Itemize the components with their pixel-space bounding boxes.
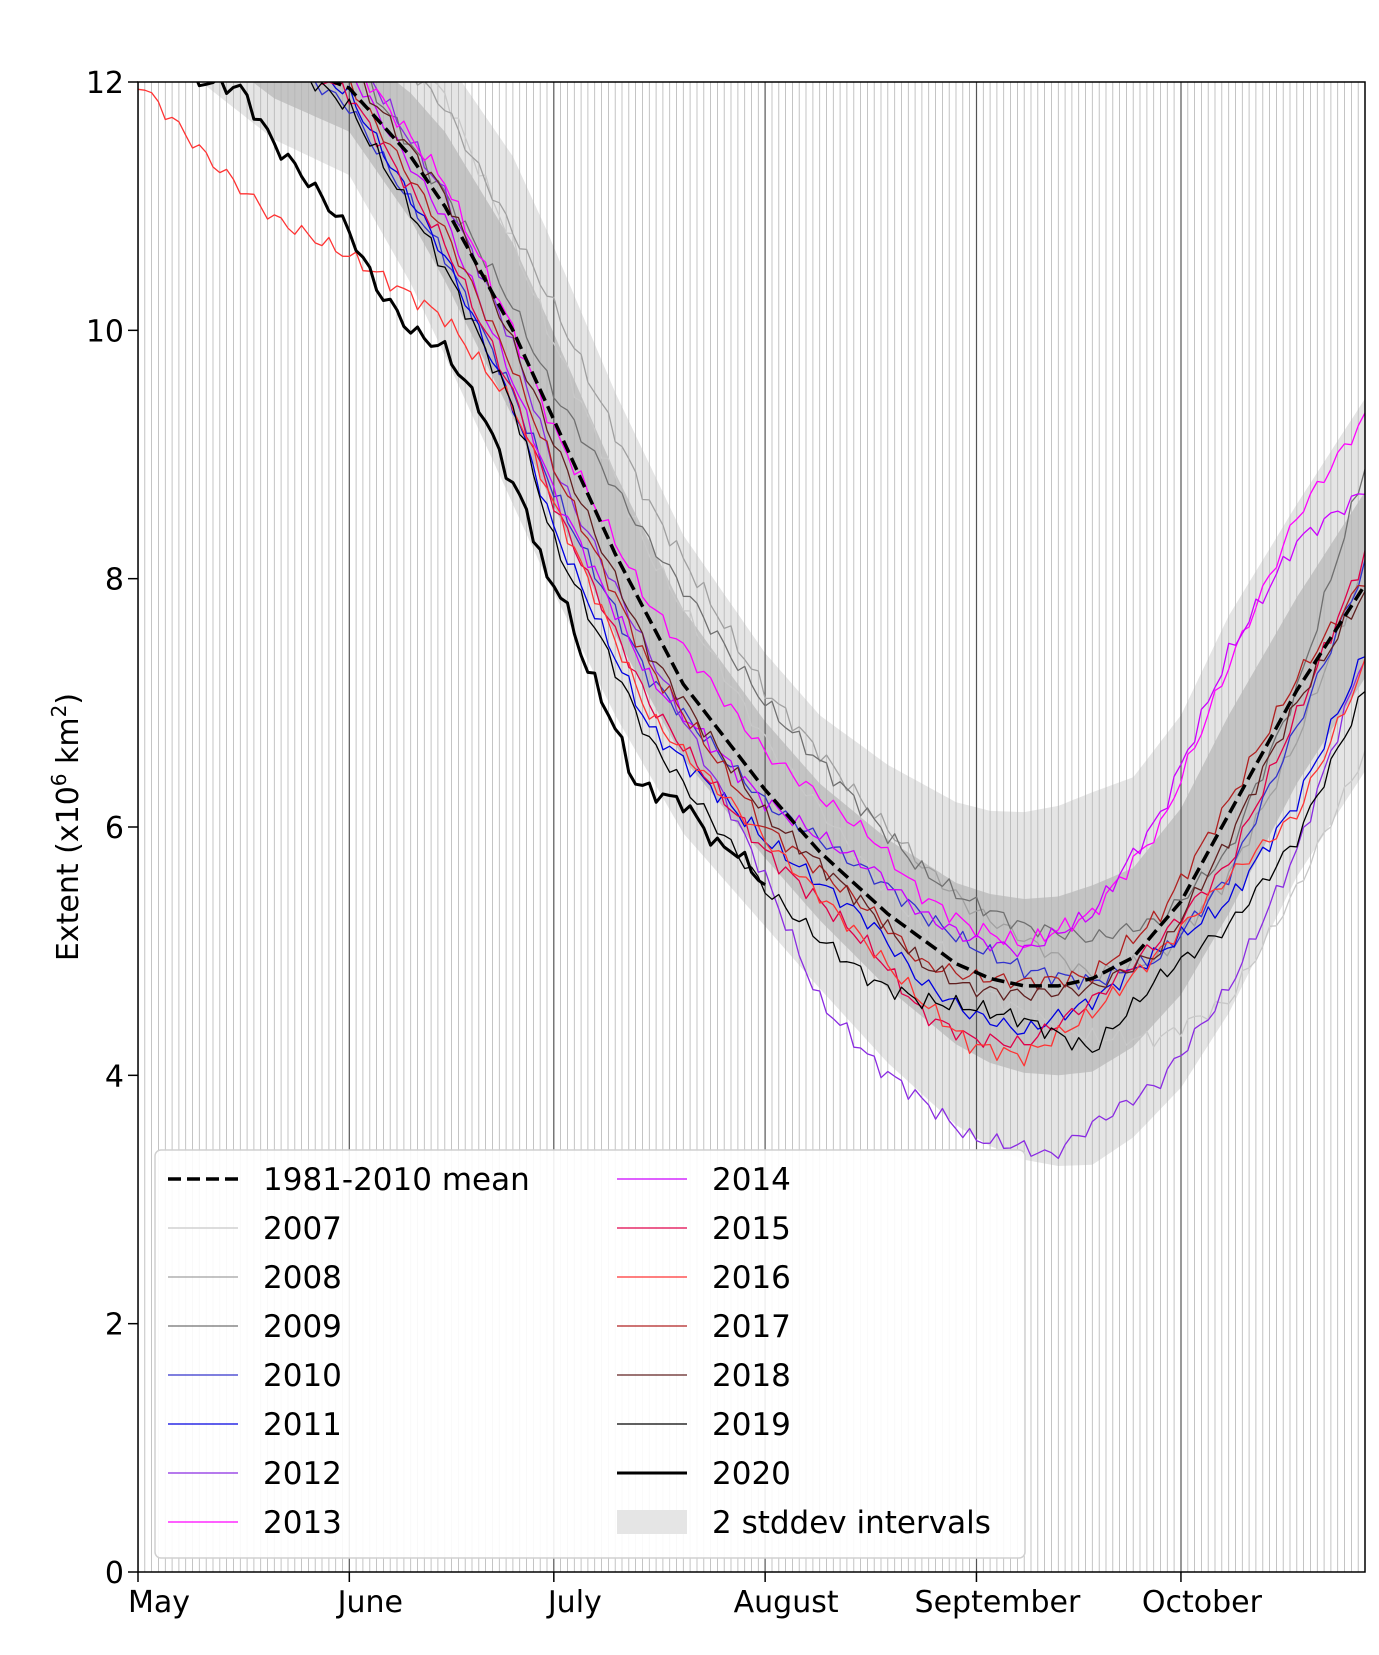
series-line-2013 [365,82,1365,949]
legend-label: 1981-2010 mean [263,1162,530,1198]
y-tick-label: 4 [105,1059,124,1094]
stddev-band-layer [201,82,1365,1166]
y-tick-label: 2 [105,1308,124,1343]
x-tick-label-september: September [915,1585,1081,1620]
y-tick-label: 8 [105,563,124,598]
legend-label: 2 stddev intervals [712,1505,991,1541]
legend-label: 2013 [263,1505,342,1541]
series-line-2010 [314,82,1365,990]
legend-label: 2020 [712,1456,791,1492]
legend-label: 2018 [712,1358,791,1394]
series-line-2011 [330,82,1365,1036]
x-tick-label-may: May [128,1585,190,1620]
legend-label: 2010 [263,1358,342,1394]
series-line-2012 [372,82,1365,1160]
series-line-2015 [320,82,1365,1049]
legend-label: 2019 [712,1407,791,1443]
series-line-2018 [363,82,1365,1001]
mean-line-1981-2010 [329,82,1365,988]
legend-label: 2016 [712,1260,791,1296]
legend-label: 2017 [712,1309,791,1345]
y-tick-label: 12 [86,66,124,101]
legend-swatch-band [617,1510,687,1534]
y-tick-label: 10 [86,314,124,349]
x-tick-label-august: August [734,1585,839,1620]
series-line-2008 [415,82,1365,982]
y-axis-ticks: 0 2 4 6 8 10 12 [86,66,138,1591]
legend-label: 2008 [263,1260,342,1296]
legend-box [154,1149,1026,1559]
x-tick-label-october: October [1142,1585,1263,1620]
x-axis-ticks: May June July August September October [128,1572,1263,1620]
x-tick-label-july: July [546,1585,602,1620]
legend: 1981-2010 mean 2007 2008 2009 2010 2011 2012 20… [154,1149,1026,1559]
series-line-2007 [422,82,1365,1048]
y-tick-label: 6 [105,811,124,846]
yearly-series-layer [138,82,1365,1160]
y-tick-label: 0 [105,1556,124,1591]
legend-label: 2014 [712,1162,791,1198]
legend-label: 2012 [263,1456,342,1492]
series-line-2016 [138,88,1365,1067]
legend-label: 2007 [263,1211,342,1247]
legend-label: 2011 [263,1407,342,1443]
x-tick-label-june: June [336,1585,403,1620]
legend-label: 2015 [712,1211,791,1247]
series-line-2020 [196,82,766,887]
series-line-2014 [355,82,1365,958]
y-axis-label: Extent (x106 km2) [47,693,86,961]
stddev-band-inner [252,82,1365,1076]
series-line-2019 [310,82,1365,1053]
series-line-2017 [349,82,1365,991]
legend-label: 2009 [263,1309,342,1345]
